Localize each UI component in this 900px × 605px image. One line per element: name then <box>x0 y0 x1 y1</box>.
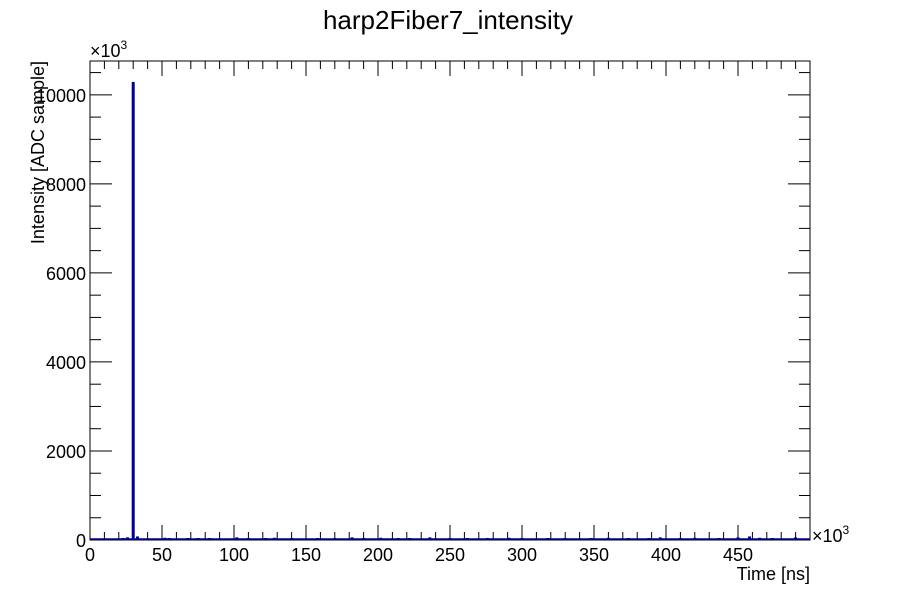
histogram-bin <box>350 537 354 540</box>
histogram-bin <box>546 538 550 540</box>
histogram-bin <box>507 537 511 540</box>
histogram-bin <box>131 81 135 541</box>
y-tick-label: 10000 <box>36 86 86 106</box>
histogram-bin <box>408 538 412 540</box>
y-axis-label: Intensity [ADC sample] <box>28 61 48 244</box>
axis-ticks: 0 50 100 150 200 250 300 350 400 450 0 2000 4000 6000… <box>36 61 811 565</box>
histogram-bin <box>794 537 798 540</box>
histogram-bin <box>748 536 752 540</box>
histogram-bin <box>272 537 276 540</box>
x-tick-label: 400 <box>651 545 681 565</box>
histogram-bin <box>428 537 432 540</box>
x-tick-label: 300 <box>507 545 537 565</box>
x-tick-label: 100 <box>219 545 249 565</box>
x-tick-label: 450 <box>723 545 753 565</box>
histogram-bin <box>717 538 721 540</box>
histogram-bin <box>627 538 631 540</box>
x-axis-multiplier: ×103 <box>812 523 850 546</box>
histogram-bin <box>396 538 400 540</box>
plot-frame <box>89 60 811 541</box>
y-axis-multiplier: ×103 <box>90 38 128 61</box>
histogram-bin <box>235 537 239 540</box>
histogram-bin <box>290 538 294 540</box>
histogram-bin <box>163 537 167 540</box>
histogram-bin <box>658 537 662 540</box>
histogram-bin <box>167 538 171 540</box>
histogram-bin <box>678 538 682 540</box>
histogram-bin <box>316 538 320 540</box>
histogram-bin <box>379 537 383 540</box>
histogram-bin <box>125 537 129 540</box>
histogram-bin <box>208 538 212 540</box>
histogram-bin <box>693 537 697 540</box>
x-tick-label: 350 <box>579 545 609 565</box>
histogram-bins <box>90 81 810 541</box>
y-tick-label: 8000 <box>46 175 86 195</box>
x-tick-label: 150 <box>291 545 321 565</box>
histogram-bin <box>606 537 610 540</box>
y-tick-label: 6000 <box>46 264 86 284</box>
histogram-bin <box>121 538 125 540</box>
histogram-bin <box>589 538 593 540</box>
histogram-bin <box>771 538 775 540</box>
histogram-bin <box>196 538 200 540</box>
histogram-bin <box>465 538 469 540</box>
x-tick-label: 0 <box>85 545 95 565</box>
histogram-bin <box>485 538 489 540</box>
x-tick-label: 200 <box>363 545 393 565</box>
chart-title: harp2Fiber7_intensity <box>323 5 573 35</box>
x-axis-label: Time [ns] <box>737 564 810 584</box>
histogram-bin <box>136 536 140 540</box>
histogram-bin <box>520 538 524 540</box>
y-tick-label: 0 <box>76 531 86 551</box>
histogram-bin <box>362 538 366 540</box>
histogram-bin <box>448 538 452 540</box>
histogram-bin <box>563 538 567 540</box>
x-tick-label: 250 <box>435 545 465 565</box>
histogram-bin <box>264 538 268 540</box>
y-tick-label: 4000 <box>46 353 86 373</box>
histogram-bin <box>647 538 651 540</box>
histogram-bin <box>186 538 190 540</box>
histogram-bin <box>246 538 250 540</box>
histogram-bin <box>736 537 740 540</box>
histogram-bin <box>758 537 762 540</box>
x-tick-label: 50 <box>152 545 172 565</box>
histogram-bin <box>333 538 337 540</box>
y-tick-label: 2000 <box>46 442 86 462</box>
